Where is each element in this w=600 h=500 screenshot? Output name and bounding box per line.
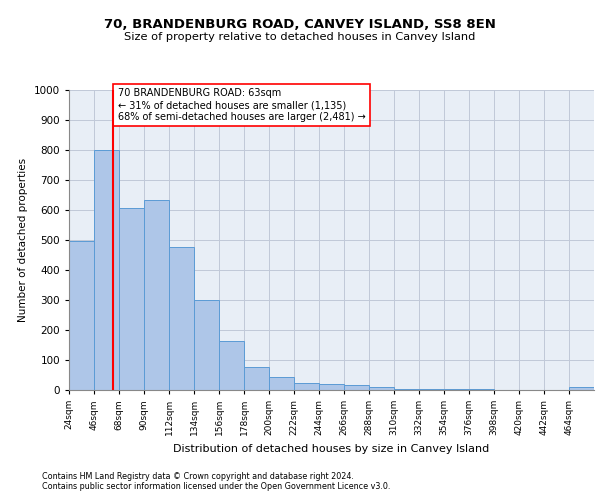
Bar <box>269 377 294 390</box>
Text: 70 BRANDENBURG ROAD: 63sqm
← 31% of detached houses are smaller (1,135)
68% of s: 70 BRANDENBURG ROAD: 63sqm ← 31% of deta… <box>118 88 365 122</box>
Bar <box>169 247 194 390</box>
Bar <box>294 383 319 390</box>
Text: 70, BRANDENBURG ROAD, CANVEY ISLAND, SS8 8EN: 70, BRANDENBURG ROAD, CANVEY ISLAND, SS8… <box>104 18 496 30</box>
Bar <box>319 384 344 390</box>
Bar <box>144 200 169 390</box>
Bar <box>69 241 94 390</box>
Bar <box>569 387 594 390</box>
Bar <box>194 300 219 390</box>
Bar <box>244 366 269 390</box>
Bar <box>369 386 394 390</box>
Bar <box>419 389 444 390</box>
Bar <box>119 208 144 390</box>
Text: Contains public sector information licensed under the Open Government Licence v3: Contains public sector information licen… <box>42 482 391 491</box>
Bar <box>394 388 419 390</box>
Text: Contains HM Land Registry data © Crown copyright and database right 2024.: Contains HM Land Registry data © Crown c… <box>42 472 354 481</box>
Y-axis label: Number of detached properties: Number of detached properties <box>18 158 28 322</box>
Bar <box>94 150 119 390</box>
Bar <box>344 384 369 390</box>
Text: Size of property relative to detached houses in Canvey Island: Size of property relative to detached ho… <box>124 32 476 42</box>
X-axis label: Distribution of detached houses by size in Canvey Island: Distribution of detached houses by size … <box>173 444 490 454</box>
Bar <box>219 341 244 390</box>
